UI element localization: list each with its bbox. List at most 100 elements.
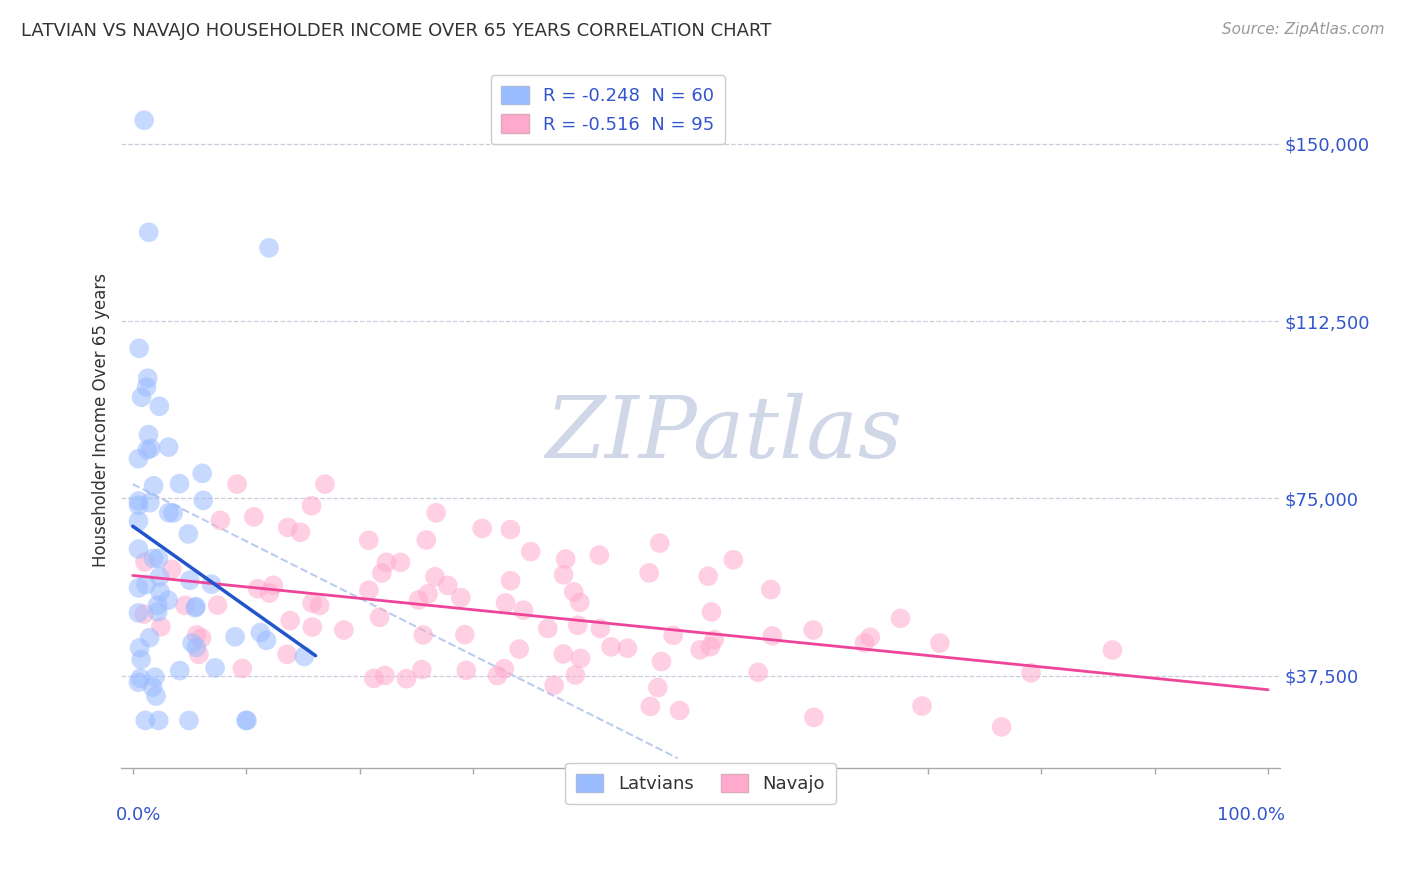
Text: LATVIAN VS NAVAJO HOUSEHOLDER INCOME OVER 65 YEARS CORRELATION CHART: LATVIAN VS NAVAJO HOUSEHOLDER INCOME OVE… (21, 22, 772, 40)
Point (181, 636, 204, 650)
Point (149, 585, 172, 599)
Point (308, 599, 330, 613)
Point (231, 661, 253, 675)
Point (703, 632, 725, 647)
Point (411, 663, 433, 677)
Point (519, 544, 541, 558)
Point (412, 628, 434, 642)
Point (204, 661, 226, 675)
Point (301, 620, 323, 634)
Text: ZIPatlas: ZIPatlas (546, 392, 903, 475)
Point (554, 552, 576, 566)
Point (249, 625, 271, 640)
Legend: Latvians, Navajo: Latvians, Navajo (565, 763, 835, 804)
Point (803, 710, 825, 724)
Point (700, 605, 723, 619)
Point (761, 629, 783, 643)
Point (236, 714, 259, 728)
Point (568, 595, 591, 609)
Point (301, 499, 323, 513)
Point (138, 225, 160, 239)
Point (207, 598, 229, 612)
Point (128, 342, 150, 356)
Point (801, 623, 824, 637)
Point (157, 593, 180, 607)
Point (911, 699, 934, 714)
Point (1101, 643, 1123, 657)
Point (486, 668, 509, 682)
Point (262, 578, 284, 592)
Point (148, 570, 170, 584)
Point (314, 477, 336, 491)
Point (134, 714, 156, 728)
Point (650, 655, 672, 669)
Point (759, 582, 782, 597)
Point (139, 442, 162, 456)
Point (138, 427, 160, 442)
Point (186, 628, 208, 642)
Point (191, 467, 214, 481)
Point (389, 555, 412, 569)
Point (136, 442, 159, 457)
Point (600, 640, 623, 654)
Point (395, 672, 418, 686)
Point (129, 652, 152, 666)
Point (553, 647, 575, 661)
Point (243, 509, 266, 524)
Point (638, 566, 661, 580)
Point (148, 551, 170, 566)
Point (290, 525, 312, 540)
Point (148, 714, 170, 728)
Point (616, 641, 638, 656)
Point (142, 680, 165, 694)
Point (647, 681, 669, 695)
Point (162, 506, 184, 520)
Point (363, 672, 385, 686)
Point (423, 570, 446, 584)
Point (224, 630, 246, 644)
Point (416, 587, 439, 601)
Point (187, 648, 209, 662)
Point (450, 591, 472, 605)
Point (143, 670, 166, 684)
Point (160, 562, 183, 576)
Point (193, 493, 215, 508)
Point (142, 479, 165, 493)
Point (128, 640, 150, 655)
Point (148, 399, 170, 413)
Point (569, 651, 592, 665)
Point (184, 599, 207, 614)
Point (499, 574, 522, 588)
Point (689, 642, 711, 657)
Point (928, 636, 950, 650)
Point (157, 440, 180, 454)
Point (408, 593, 430, 607)
Point (292, 649, 315, 664)
Point (374, 668, 396, 682)
Point (697, 569, 720, 583)
Point (276, 648, 298, 662)
Point (499, 523, 522, 537)
Point (471, 521, 494, 535)
Point (662, 628, 685, 642)
Point (990, 720, 1012, 734)
Point (134, 555, 156, 569)
Point (436, 578, 458, 592)
Point (456, 664, 478, 678)
Point (139, 496, 162, 510)
Text: 0.0%: 0.0% (115, 805, 162, 824)
Point (177, 527, 200, 541)
Point (174, 599, 197, 613)
Point (278, 614, 301, 628)
Point (142, 551, 165, 566)
Point (333, 623, 356, 637)
Point (127, 675, 149, 690)
Point (553, 567, 575, 582)
Point (257, 241, 280, 255)
Point (537, 622, 560, 636)
Point (134, 607, 156, 621)
Point (146, 605, 169, 619)
Text: Source: ZipAtlas.com: Source: ZipAtlas.com (1222, 22, 1385, 37)
Point (190, 631, 212, 645)
Point (127, 606, 149, 620)
